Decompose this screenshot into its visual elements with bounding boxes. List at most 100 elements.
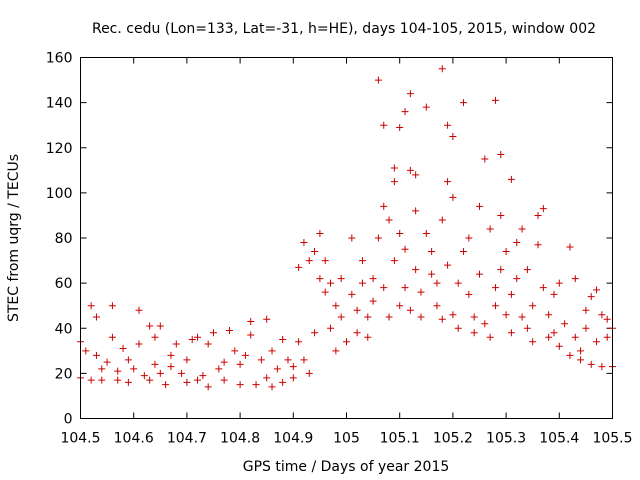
data-point	[311, 329, 319, 337]
data-point	[183, 356, 191, 364]
data-point	[204, 383, 212, 391]
data-point	[300, 239, 308, 247]
data-point	[545, 311, 553, 319]
data-point	[401, 284, 409, 292]
data-point	[587, 360, 595, 368]
data-point	[167, 363, 175, 371]
data-point	[369, 275, 377, 283]
data-point	[321, 288, 329, 296]
data-point	[135, 340, 143, 348]
data-point	[87, 376, 95, 384]
data-point	[529, 302, 537, 310]
data-point	[98, 365, 106, 373]
data-point	[545, 333, 553, 341]
data-point	[523, 266, 531, 274]
y-tick-label: 20	[55, 366, 73, 382]
data-point	[577, 347, 585, 355]
data-point	[422, 103, 430, 111]
data-point	[279, 336, 287, 344]
data-point	[295, 263, 303, 271]
data-point	[513, 275, 521, 283]
data-point	[406, 90, 414, 98]
data-point	[114, 376, 122, 384]
data-point	[603, 315, 611, 323]
y-axis-label: STEC from uqrg / TECUs	[6, 154, 22, 322]
data-point	[151, 360, 159, 368]
x-tick-label: 105	[333, 431, 360, 447]
data-point	[444, 261, 452, 269]
data-point	[183, 378, 191, 386]
data-point	[98, 376, 106, 384]
data-point	[348, 290, 356, 298]
data-point	[124, 356, 132, 364]
data-point	[593, 286, 601, 294]
data-point	[507, 175, 515, 183]
data-point	[465, 290, 473, 298]
data-point	[268, 383, 276, 391]
axis-ticks: 104.5 104.6 104.7 104.8 104.9 105 105.1 105.2 10…	[46, 51, 633, 447]
data-point	[566, 243, 574, 251]
data-point	[146, 376, 154, 384]
data-point	[241, 351, 249, 359]
data-point	[332, 302, 340, 310]
data-point	[167, 351, 175, 359]
data-point	[92, 313, 100, 321]
data-point	[396, 229, 404, 237]
data-point	[210, 329, 217, 337]
data-point	[284, 356, 292, 364]
data-point	[247, 317, 255, 325]
data-point	[593, 338, 601, 346]
data-point	[534, 241, 542, 249]
data-point	[108, 333, 116, 341]
data-point	[476, 202, 483, 210]
data-point	[571, 333, 579, 341]
x-tick-label: 105.1	[380, 431, 420, 447]
data-point	[327, 324, 335, 332]
data-point	[380, 121, 388, 129]
data-point	[263, 374, 271, 382]
data-point	[295, 338, 303, 346]
data-point	[555, 342, 563, 350]
data-point	[412, 266, 420, 274]
data-point	[539, 284, 547, 292]
data-point	[247, 331, 255, 339]
y-tick-label: 40	[55, 321, 73, 337]
data-point	[337, 275, 345, 283]
data-point	[374, 234, 382, 242]
data-point	[390, 257, 398, 265]
y-tick-label: 0	[64, 412, 73, 428]
data-point	[491, 284, 499, 292]
data-point	[289, 374, 297, 382]
data-point	[598, 311, 606, 319]
data-point	[396, 123, 404, 131]
data-point	[188, 336, 196, 344]
data-point	[428, 270, 436, 278]
y-tick-label: 140	[46, 96, 73, 112]
data-point	[518, 313, 526, 321]
data-point	[417, 313, 425, 321]
data-point	[162, 381, 170, 389]
x-tick-label: 105.4	[539, 431, 579, 447]
data-point	[449, 193, 457, 201]
data-point	[130, 365, 138, 373]
data-points	[77, 65, 616, 391]
data-point	[119, 345, 127, 353]
data-point	[215, 365, 223, 373]
data-point	[108, 302, 116, 310]
data-point	[364, 333, 372, 341]
data-point	[348, 234, 356, 242]
data-point	[385, 313, 393, 321]
data-point	[438, 216, 446, 224]
data-point	[444, 178, 452, 186]
data-point	[263, 315, 271, 323]
data-point	[497, 266, 505, 274]
data-point	[470, 313, 478, 321]
data-point	[178, 369, 186, 377]
y-tick-label: 100	[46, 186, 73, 202]
x-tick-label: 104.9	[273, 431, 313, 447]
data-point	[396, 302, 404, 310]
data-point	[534, 211, 542, 219]
data-point	[470, 329, 478, 337]
data-point	[428, 248, 436, 256]
